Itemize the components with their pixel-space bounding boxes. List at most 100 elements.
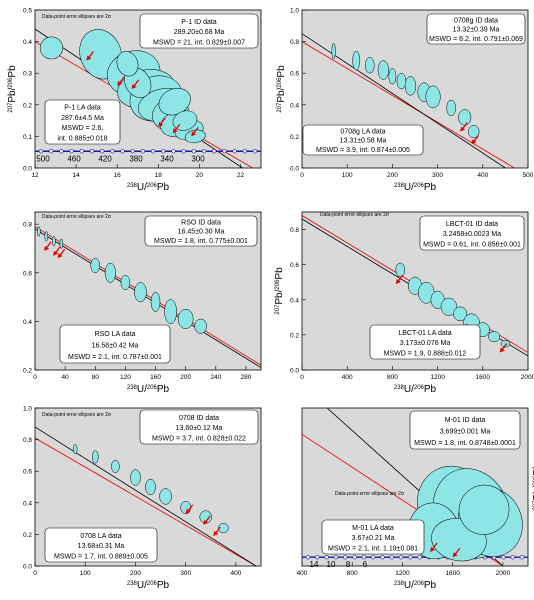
regression-line-la [35,437,257,566]
la-data-box-line: MSWD = 2.6, [62,125,104,132]
data-ellipse [116,51,139,77]
red-arrow-head [158,121,164,127]
y-tick-label: 0.2 [23,102,32,109]
x-tick-label: 120 [120,374,131,381]
red-arrow-head [430,546,436,552]
y-tick-label: 1.0 [290,8,299,15]
concordia-marker [212,149,217,154]
x-tick-label: 1200 [395,570,410,577]
data-ellipse [159,488,172,505]
regression-line-la [302,41,515,168]
data-ellipse [59,238,64,249]
data-ellipse [331,42,336,60]
x-axis-label: 238U/206Pb [127,580,170,591]
id-data-box-line: 16.45±0.30 Ma [178,229,225,236]
data-ellipse [388,68,397,85]
id-data-box-line: RSO ID data [181,220,221,227]
la-data-box-line: 3.173±0.076 Ma [400,340,451,347]
concordia-marker [59,149,64,154]
id-data-box-line: MSWD = 1.8, int. 0.8748±0.0001 [414,440,516,447]
la-data-box-line: RSO LA data [95,331,136,338]
id-data-box-line: MSWD = 1.8, int. 0.775±0.001 [154,238,248,245]
concordia-marker [242,149,247,154]
x-tick-label: 200 [180,374,191,381]
x-tick-label: 200 [130,570,141,577]
la-data-box-line: 13.68±0.31 Ma [78,543,125,550]
data-ellipse [164,299,177,325]
concordia-marker [361,555,366,560]
red-arrow-head [86,55,92,61]
concordia-marker [110,149,115,154]
data-ellipse [92,450,99,464]
red-arrow-head [203,519,209,525]
y-tick-label: 0.8 [23,437,32,444]
data-ellipse [453,306,468,322]
x-tick-label: 0 [33,570,37,577]
x-tick-label: 200 [387,172,398,179]
y-tick-label: 0.8 [290,227,299,234]
x-tick-label: 0 [300,172,304,179]
data-ellipse [37,226,41,237]
concordia-marker [181,149,186,154]
y-tick-label: 0.2 [290,134,299,141]
data-ellipse [104,262,116,283]
data-ellipse [184,129,206,144]
data-ellipse [134,282,147,303]
concordia-marker [333,555,339,560]
y-tick-label: 0.0 [23,166,32,173]
chart-g0708: 0 100 200 300 400 500 0.0 0.2 0.4 0.6 0.8 1.0 238U/2… [276,8,534,194]
id-data-box-line: LBCT-01 ID data [446,221,498,228]
concordia-marker [161,149,166,154]
data-ellipse [72,444,78,455]
data-ellipse [218,523,229,534]
id-data-box-line: M-01 ID data [445,417,486,424]
concordia-marker [191,149,196,154]
x-tick-label: 300 [180,570,191,577]
x-tick-label: 1200 [430,374,445,381]
id-data-box-line: 3.2458±0.0023 Ma [443,231,501,238]
data-ellipse [395,262,406,278]
x-tick-label: 160 [150,374,161,381]
x-tick-label: 14 [72,172,80,179]
y-tick-label: 0.5 [23,8,32,15]
red-arrow-head [131,84,137,89]
id-data-box-line: MSWD = 0.61, int. 0.856±0.001 [423,241,521,248]
x-axis-label: 238U/206Pb [394,580,437,591]
chart-p1: 500 460 420 380 340 300 12 14 16 18 20 22 0.0 0.1 0.2 0… [7,8,262,193]
x-tick-label: 800 [387,374,398,381]
x-tick-label: 300 [432,172,443,179]
data-ellipse [440,297,458,316]
concordia-marker [130,149,135,154]
x-tick-label: 280 [241,374,252,381]
x-axis-label: 238U/206Pb [394,384,437,395]
red-arrow-head [213,530,219,536]
concordia-age-label: 380 [129,154,143,163]
la-data-box-line: MSWD = 3.9, int. 0.874±0.005 [316,147,410,154]
x-tick-label: 400 [230,570,241,577]
concordia-marker [305,555,311,560]
x-tick-label: 2000 [496,570,511,577]
x-tick-label: 240 [210,374,221,381]
id-data-box-line: 3.699±0.001 Ma [440,428,491,435]
plot-content [302,408,528,566]
y-tick-label: 0.0 [290,368,299,375]
id-data-box [139,409,259,445]
la-data-box-line: 13.31±0.58 Ma [340,138,387,145]
y-tick-label: 0.6 [290,262,299,269]
id-data-box-line: 0708 ID data [179,415,219,422]
la-data-box-line: P-1 LA data [64,105,101,112]
concordia-age-label: 6 [363,560,368,569]
y-tick-label: 0.8 [290,39,299,46]
la-data-box-line: 287.6±4.5 Ma [61,115,104,122]
concordia-age-label: 300 [191,154,205,163]
y-tick-label: 0.6 [290,71,299,78]
concordia-marker [89,149,95,154]
y-tick-label: 0.6 [23,469,32,476]
concordia-marker [315,555,320,560]
y-tick-label: 0.1 [23,134,32,141]
concordia-marker [49,149,54,154]
data-ellipse [500,339,511,348]
regression-line-id [302,33,506,168]
y-tick-label: 0.3 [23,71,32,78]
y-tick-label: 0.2 [290,332,299,339]
